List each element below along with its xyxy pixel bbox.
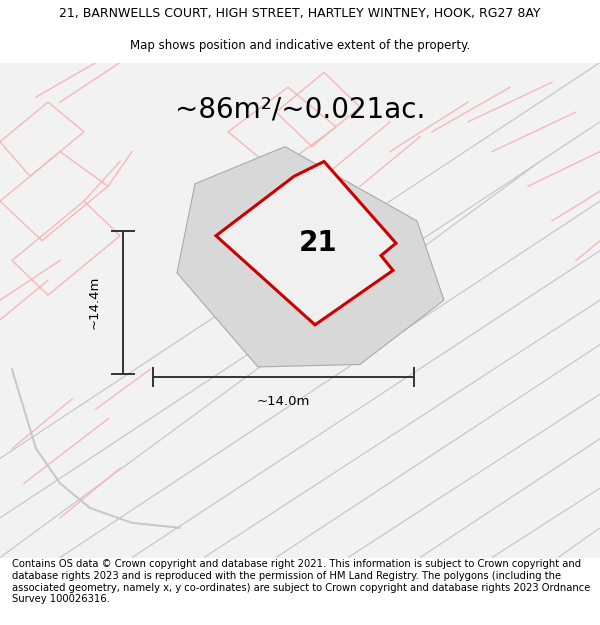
Text: ~14.0m: ~14.0m: [257, 395, 310, 408]
Text: 21, BARNWELLS COURT, HIGH STREET, HARTLEY WINTNEY, HOOK, RG27 8AY: 21, BARNWELLS COURT, HIGH STREET, HARTLE…: [59, 8, 541, 20]
Text: ~14.4m: ~14.4m: [88, 276, 101, 329]
Text: Map shows position and indicative extent of the property.: Map shows position and indicative extent…: [130, 39, 470, 51]
Text: 21: 21: [299, 229, 337, 257]
Polygon shape: [177, 147, 444, 367]
Text: Contains OS data © Crown copyright and database right 2021. This information is : Contains OS data © Crown copyright and d…: [12, 559, 590, 604]
Polygon shape: [216, 161, 396, 325]
Text: ~86m²/~0.021ac.: ~86m²/~0.021ac.: [175, 96, 425, 124]
